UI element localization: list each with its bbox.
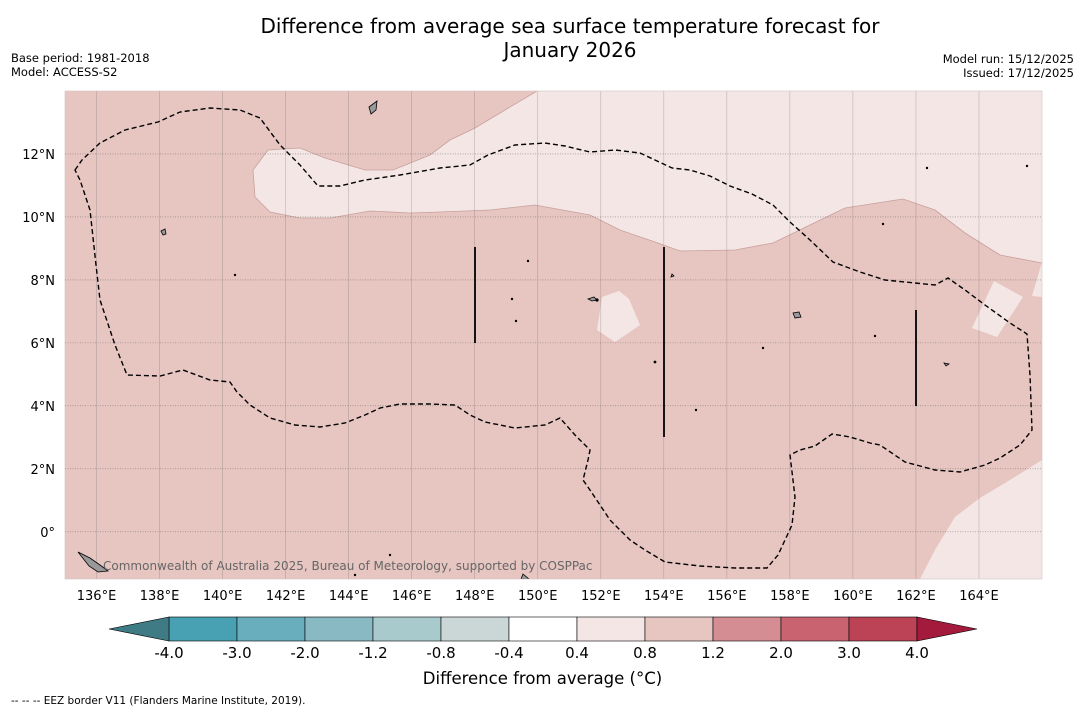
- longitude-label: 158°E: [770, 589, 810, 604]
- colorbar-swatch: [712, 616, 782, 642]
- colorbar-swatch: [236, 616, 306, 642]
- latitude-label: 12°N: [22, 148, 55, 163]
- colorbar-tick-label: 1.2: [701, 644, 725, 662]
- longitude-label: 140°E: [203, 589, 243, 604]
- anomaly-0.4-0.8-region-east-edge: [1032, 262, 1042, 297]
- colorbar-tick-label: 3.0: [837, 644, 861, 662]
- colorbar-swatch: [576, 616, 646, 642]
- anomaly-0.4-0.8-patch-east: [972, 281, 1023, 337]
- colorbar-tick-labels: -4.0 -3.0 -2.0 -1.2 -0.8 -0.4 0.4 0.8 1.2 2.0 3.0 4…: [154, 644, 929, 662]
- latitude-label: 6°N: [31, 337, 56, 352]
- copyright-watermark: Commonwealth of Australia 2025, Bureau o…: [103, 559, 593, 573]
- latitude-label: 4°N: [31, 400, 56, 415]
- longitude-label: 136°E: [77, 589, 117, 604]
- map-title: Difference from average sea surface temp…: [170, 14, 970, 62]
- map-frame: [64, 90, 1043, 580]
- colorbar-swatch: [644, 616, 714, 642]
- longitude-labels: 136°E 138°E 140°E 142°E 144°E 146°E 148°E 150°E…: [77, 589, 999, 604]
- colorbar-swatch: [508, 616, 578, 642]
- base-model-info: Base period: 1981-2018 Model: ACCESS-S2: [11, 51, 150, 79]
- colorbar-tick-label: 0.8: [633, 644, 657, 662]
- longitude-label: 142°E: [266, 589, 306, 604]
- anomaly-0.4-0.8-region-north: [253, 91, 1042, 263]
- colorbar-tick-label: -0.4: [494, 644, 523, 662]
- model-name-text: Model: ACCESS-S2: [11, 65, 118, 79]
- longitude-label: 146°E: [392, 589, 432, 604]
- colorbar-swatch: [780, 616, 850, 642]
- latitude-label: 2°N: [31, 463, 56, 478]
- colorbar: [108, 616, 978, 642]
- colorbar-swatch: [304, 616, 374, 642]
- longitude-label: 144°E: [329, 589, 369, 604]
- longitude-label: 162°E: [896, 589, 936, 604]
- eez-footnote: -- -- -- EEZ border V11 (Flanders Marine…: [11, 695, 306, 707]
- longitude-label: 148°E: [455, 589, 495, 604]
- colorbar-tick-label: -4.0: [154, 644, 183, 662]
- longitude-label: 156°E: [707, 589, 747, 604]
- longitude-label: 154°E: [644, 589, 684, 604]
- title-line-1: Difference from average sea surface temp…: [260, 14, 880, 38]
- colorbar-tick-label: -0.8: [426, 644, 455, 662]
- model-run-text: Model run: 15/12/2025: [942, 52, 1074, 66]
- lat-lon-gridlines: [65, 91, 1042, 579]
- colorbar-swatch: [848, 616, 918, 642]
- colorbar-swatch: [168, 616, 238, 642]
- latitude-marker-lines: [474, 247, 917, 437]
- eez-border: [74, 107, 1033, 569]
- colorbar-tick-label: 0.4: [565, 644, 589, 662]
- colorbar-low-extend: [108, 616, 170, 642]
- islands: [77, 100, 1029, 579]
- colorbar-tick-label: 4.0: [905, 644, 929, 662]
- colorbar-swatch: [440, 616, 510, 642]
- colorbar-tick-label: -2.0: [290, 644, 319, 662]
- anomaly-contour-line: [252, 91, 1042, 264]
- anomaly-0.4-0.8-region-southeast: [920, 460, 1042, 579]
- colorbar-tick-label: -3.0: [222, 644, 251, 662]
- latitude-labels: 12°N 10°N 8°N 6°N 4°N 2°N 0°: [22, 148, 55, 541]
- longitude-label: 164°E: [959, 589, 999, 604]
- longitude-label: 152°E: [581, 589, 621, 604]
- map-panel: Commonwealth of Australia 2025, Bureau o…: [65, 91, 1042, 579]
- issued-text: Issued: 17/12/2025: [963, 66, 1074, 80]
- colorbar-swatch: [372, 616, 442, 642]
- base-period-text: Base period: 1981-2018: [11, 51, 150, 65]
- run-issue-info: Model run: 15/12/2025 Issued: 17/12/2025: [943, 52, 1074, 80]
- colorbar-tick-label: 2.0: [769, 644, 793, 662]
- latitude-label: 10°N: [22, 211, 55, 226]
- colorbar-tick-label: -1.2: [358, 644, 387, 662]
- latitude-label: 0°: [40, 526, 55, 541]
- title-line-2: January 2026: [503, 38, 637, 62]
- anomaly-0.4-0.8-patch-central: [597, 291, 640, 342]
- longitude-label: 138°E: [140, 589, 180, 604]
- colorbar-title: Difference from average (°C): [422, 669, 663, 688]
- latitude-label: 8°N: [31, 274, 56, 289]
- longitude-label: 150°E: [518, 589, 558, 604]
- longitude-label: 160°E: [833, 589, 873, 604]
- colorbar-high-extend: [916, 616, 978, 642]
